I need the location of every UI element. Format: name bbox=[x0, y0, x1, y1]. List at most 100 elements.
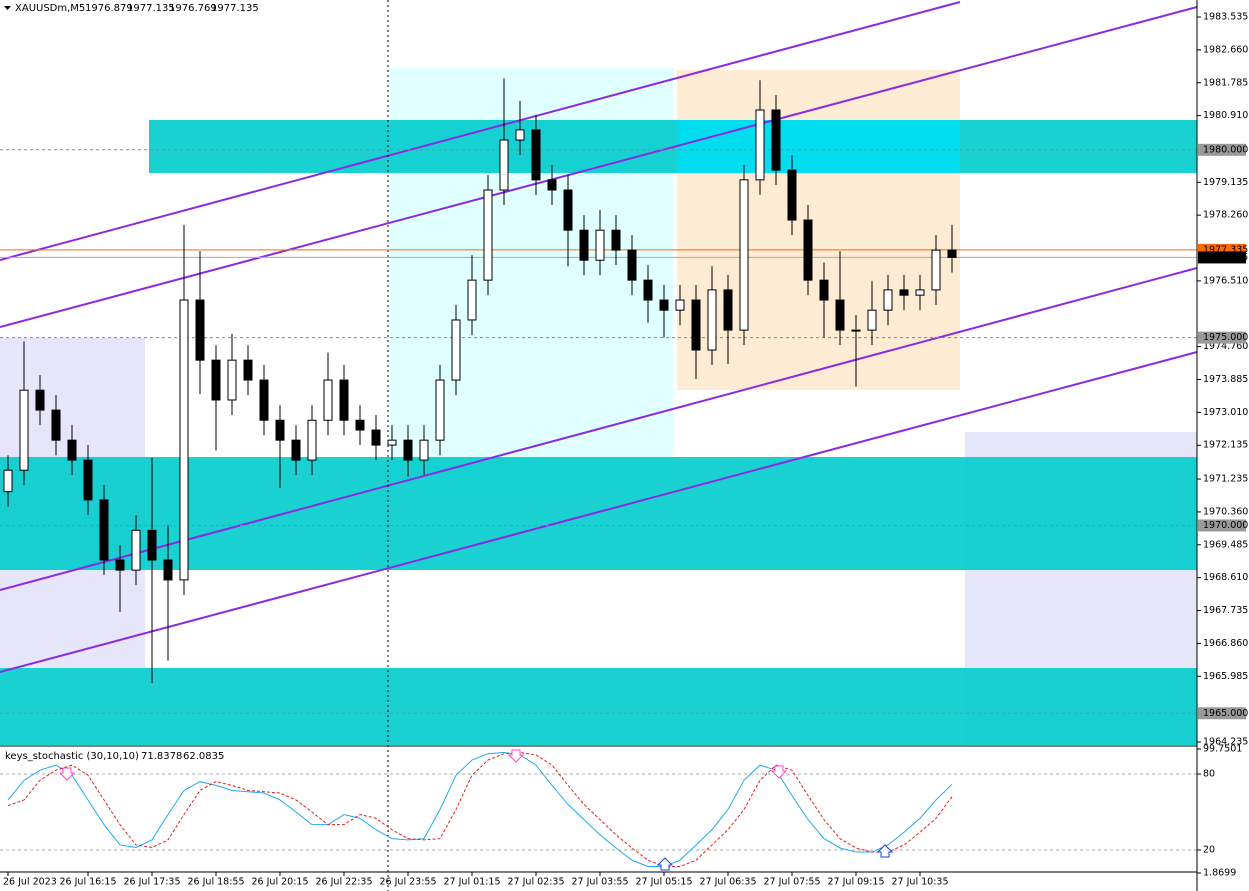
bar-open: 1976.879 bbox=[85, 3, 133, 14]
symbol: XAUUSDm,M5 bbox=[15, 3, 85, 14]
y-tick-label: 1981.785 bbox=[1203, 77, 1248, 88]
bid-label: 1977.135 bbox=[1203, 252, 1248, 263]
x-tick-label: 26 Jul 16:15 bbox=[60, 877, 117, 888]
candle-body bbox=[435, 379, 445, 441]
buy-arrow bbox=[876, 844, 894, 858]
y-tick-label: 1982.660 bbox=[1203, 44, 1248, 55]
candle-body bbox=[755, 109, 765, 181]
signal-arrows bbox=[58, 749, 894, 871]
y-tick-label: 20 bbox=[1203, 845, 1215, 856]
candle-body bbox=[179, 299, 189, 581]
y-tick-label: 1965.985 bbox=[1203, 671, 1248, 682]
zone bbox=[0, 457, 1197, 570]
level-label: 1970.000 bbox=[1203, 520, 1248, 531]
bar-low: 1976.769 bbox=[169, 3, 217, 14]
y-tick-label: 1980.910 bbox=[1203, 110, 1248, 121]
candle-body bbox=[915, 289, 925, 296]
trend-line bbox=[0, 351, 1198, 673]
candle-body bbox=[611, 229, 621, 251]
zone bbox=[0, 668, 1197, 745]
x-tick-label: 26 Jul 2023 bbox=[3, 877, 57, 888]
price-panel bbox=[0, 78, 1197, 714]
bar-close: 1977.135 bbox=[211, 3, 259, 14]
y-tick-label: 1.8699 bbox=[1203, 867, 1236, 878]
candle-body bbox=[291, 439, 301, 461]
buy-arrow bbox=[656, 857, 674, 871]
candle-body bbox=[707, 289, 717, 351]
candle-body bbox=[259, 379, 269, 421]
candle-body bbox=[3, 469, 13, 493]
ask-label: 1977.335 bbox=[1203, 244, 1248, 255]
candle-body bbox=[323, 379, 333, 421]
level-label-bg bbox=[1198, 519, 1246, 532]
candle-body bbox=[35, 389, 45, 411]
x-tick-label: 27 Jul 06:35 bbox=[700, 877, 757, 888]
y-tick-label: 1978.260 bbox=[1203, 210, 1248, 221]
y-tick-label: 1979.135 bbox=[1203, 177, 1248, 188]
y-tick-label: 1974.760 bbox=[1203, 341, 1248, 352]
x-tick-label: 26 Jul 20:15 bbox=[252, 877, 309, 888]
zone bbox=[677, 120, 960, 173]
chart-header: XAUUSDm,M5 1976.879 1977.135 1976.769 19… bbox=[4, 3, 259, 14]
x-tick-label: 26 Jul 18:55 bbox=[188, 877, 245, 888]
candle-body bbox=[67, 439, 77, 461]
candle-body bbox=[835, 299, 845, 331]
candle-body bbox=[515, 129, 525, 141]
candle-body bbox=[243, 359, 253, 381]
candle-body bbox=[595, 229, 605, 261]
candle-body bbox=[163, 559, 173, 581]
y-tick-label: 1973.885 bbox=[1203, 374, 1248, 385]
level-label: 1965.000 bbox=[1203, 708, 1248, 719]
y-tick-label: 1972.135 bbox=[1203, 440, 1248, 451]
candle-body bbox=[579, 229, 589, 261]
x-tick-label: 27 Jul 05:15 bbox=[636, 877, 693, 888]
stochastic-line bbox=[7, 751, 953, 867]
bid-label-bg bbox=[1198, 251, 1246, 264]
candle-body bbox=[883, 289, 893, 311]
trend-line bbox=[0, 1, 961, 261]
x-tick-label: 26 Jul 17:35 bbox=[124, 877, 181, 888]
candle-body bbox=[147, 529, 157, 561]
candle-body bbox=[803, 219, 813, 281]
y-tick-label: 1971.235 bbox=[1203, 474, 1248, 485]
candle-body bbox=[451, 319, 461, 381]
zone bbox=[677, 70, 960, 390]
candle-body bbox=[531, 129, 541, 181]
level-label: 1980.000 bbox=[1203, 144, 1248, 155]
candle-body bbox=[467, 279, 477, 321]
candle-body bbox=[339, 379, 349, 421]
x-tick-label: 27 Jul 09:15 bbox=[828, 877, 885, 888]
candle-body bbox=[211, 359, 221, 401]
candle-body bbox=[787, 169, 797, 221]
candle-body bbox=[819, 279, 829, 301]
candle-body bbox=[723, 289, 733, 331]
candle-body bbox=[691, 299, 701, 351]
candle-body bbox=[99, 499, 109, 561]
x-tick-label: 27 Jul 03:55 bbox=[572, 877, 629, 888]
y-tick-label: 1964.235 bbox=[1203, 736, 1248, 747]
y-tick-label: 1969.485 bbox=[1203, 539, 1248, 550]
candle-body bbox=[563, 189, 573, 231]
y-tick-label: 1966.860 bbox=[1203, 638, 1248, 649]
x-tick-label: 26 Jul 23:55 bbox=[380, 877, 437, 888]
y-tick-label: 1973.010 bbox=[1203, 407, 1248, 418]
indicator-signal: 62.0835 bbox=[183, 751, 224, 762]
x-tick-label: 27 Jul 07:55 bbox=[764, 877, 821, 888]
level-label-bg bbox=[1198, 707, 1246, 720]
candle-body bbox=[675, 299, 685, 311]
candle-body bbox=[739, 179, 749, 331]
stochastic-line bbox=[7, 751, 953, 867]
stochastic-panel bbox=[0, 751, 1197, 867]
sell-arrow bbox=[770, 765, 788, 779]
y-tick-label: 1967.735 bbox=[1203, 605, 1248, 616]
candle-body bbox=[771, 109, 781, 171]
indicator-main: 71.8378 bbox=[141, 751, 182, 762]
indicator-title: keys_stochastic (30,10,10) bbox=[5, 751, 139, 762]
header-icon bbox=[4, 6, 11, 10]
candle-body bbox=[851, 329, 861, 332]
candle-body bbox=[19, 389, 29, 471]
candle-body bbox=[195, 299, 205, 361]
candle-body bbox=[83, 459, 93, 501]
candle-body bbox=[419, 439, 429, 461]
